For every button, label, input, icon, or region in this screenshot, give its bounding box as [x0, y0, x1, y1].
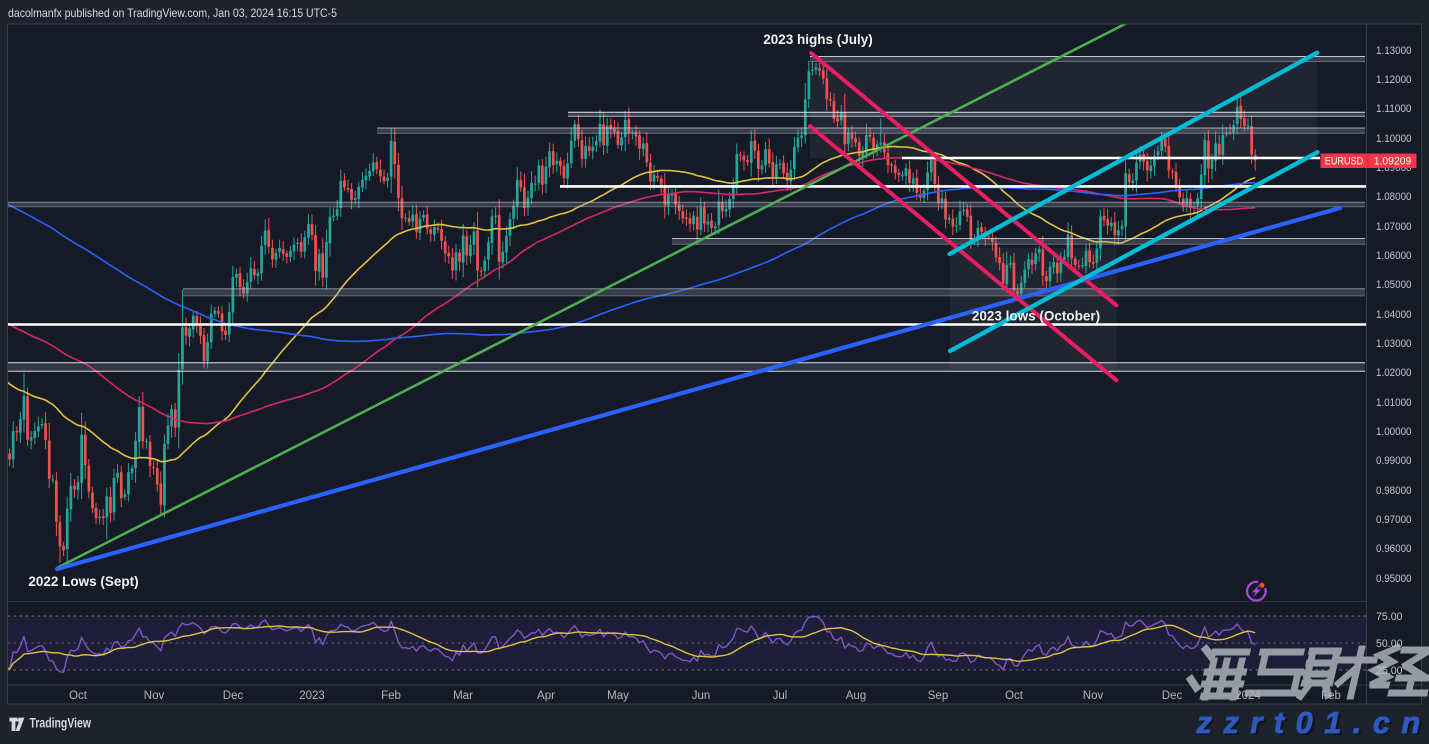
svg-text:Dec: Dec: [223, 690, 244, 702]
svg-text:Nov: Nov: [144, 690, 165, 702]
svg-text:1.00000: 1.00000: [1376, 426, 1412, 438]
svg-text:1.06000: 1.06000: [1376, 250, 1412, 262]
svg-text:1.11000: 1.11000: [1376, 103, 1412, 115]
svg-text:2022 Lows (Sept): 2022 Lows (Sept): [28, 574, 138, 589]
svg-text:May: May: [607, 690, 629, 702]
svg-text:Oct: Oct: [69, 690, 88, 702]
svg-text:1.02000: 1.02000: [1376, 367, 1412, 379]
svg-text:25.00: 25.00: [1376, 665, 1403, 677]
svg-text:Mar: Mar: [453, 690, 473, 702]
svg-text:TradingView: TradingView: [30, 716, 92, 731]
svg-text:0.97000: 0.97000: [1376, 514, 1412, 526]
svg-text:1.04000: 1.04000: [1376, 309, 1412, 321]
svg-text:1.07000: 1.07000: [1376, 221, 1412, 233]
svg-text:Feb: Feb: [1321, 690, 1341, 702]
svg-text:dacolmanfx published on Tradin: dacolmanfx published on TradingView.com,…: [8, 6, 337, 20]
svg-text:1.01000: 1.01000: [1376, 397, 1412, 409]
svg-text:Sep: Sep: [928, 690, 948, 702]
svg-text:0.99000: 0.99000: [1376, 455, 1412, 467]
svg-text:1.13000: 1.13000: [1376, 45, 1412, 57]
svg-text:Oct: Oct: [1005, 690, 1024, 702]
svg-text:1.10000: 1.10000: [1376, 133, 1412, 145]
svg-text:0.95000: 0.95000: [1376, 573, 1412, 585]
svg-text:Aug: Aug: [846, 690, 866, 702]
svg-text:2023 highs (July): 2023 highs (July): [763, 32, 873, 47]
svg-text:1.09209: 1.09209: [1374, 156, 1412, 168]
svg-text:50.00: 50.00: [1376, 638, 1403, 650]
svg-text:Dec: Dec: [1162, 690, 1183, 702]
svg-text:Jun: Jun: [692, 690, 711, 702]
svg-text:1.08000: 1.08000: [1376, 191, 1412, 203]
svg-text:0.96000: 0.96000: [1376, 543, 1412, 555]
svg-text:Feb: Feb: [381, 690, 401, 702]
svg-text:Jul: Jul: [773, 690, 788, 702]
svg-text:Nov: Nov: [1083, 690, 1104, 702]
svg-text:1.05000: 1.05000: [1376, 279, 1412, 291]
svg-text:1.12000: 1.12000: [1376, 74, 1412, 86]
svg-text:EURUSD: EURUSD: [1325, 156, 1364, 168]
svg-text:1.03000: 1.03000: [1376, 338, 1412, 350]
svg-text:zzrt01.cn: zzrt01.cn: [1196, 705, 1429, 739]
svg-text:0.98000: 0.98000: [1376, 485, 1412, 497]
svg-text:2023: 2023: [299, 690, 325, 702]
svg-text:Apr: Apr: [537, 690, 555, 702]
svg-text:75.00: 75.00: [1376, 611, 1403, 623]
svg-text:2023 lows (October): 2023 lows (October): [972, 309, 1100, 324]
svg-text:2024: 2024: [1235, 690, 1261, 702]
